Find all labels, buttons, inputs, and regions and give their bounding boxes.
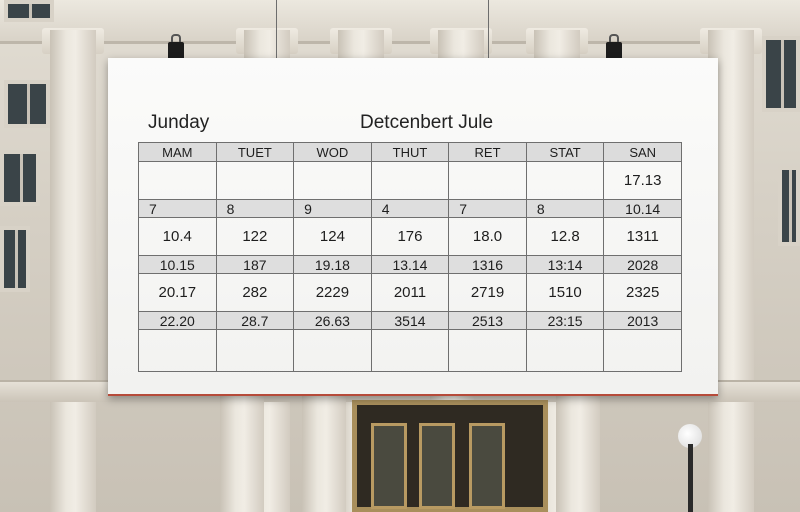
weekday-header: SAN [603, 142, 682, 162]
calendar-cell [448, 161, 527, 200]
window-left-middle [0, 150, 40, 206]
calendar-cell: 9 [293, 199, 372, 218]
door-pane [371, 423, 407, 509]
calendar-row: 17.13 [138, 161, 682, 200]
calendar-cell: 2719 [448, 273, 527, 312]
weekday-header-row: MAM TUET WOD THUT RET STAT SAN [138, 142, 682, 162]
column [50, 30, 96, 512]
entrance-door [352, 400, 548, 512]
door-pane [419, 423, 455, 509]
calendar-cell [603, 329, 682, 372]
calendar-cell: 7 [138, 199, 217, 218]
calendar-cell: 2013 [603, 311, 682, 330]
weekday-header: TUET [215, 142, 295, 162]
hanging-wire [488, 0, 489, 60]
calendar-row: 10.4 122 124 176 18.0 12.8 1311 [138, 217, 682, 256]
weekday-header: WOD [293, 142, 372, 162]
calendar-cell: 2229 [293, 273, 372, 312]
calendar-title-right: Detcenbert Jule [360, 112, 494, 133]
calendar-board: Junday Detcenbert Jule MAM TUET WOD THUT… [108, 58, 718, 396]
calendar-cell: 12.8 [525, 217, 605, 256]
calendar-cell: 20.17 [138, 273, 217, 312]
calendar-row [138, 329, 682, 372]
weekday-header: RET [448, 142, 527, 162]
calendar-cell [525, 329, 605, 372]
calendar-cell: 10.15 [138, 255, 217, 274]
calendar-cell: 1311 [603, 217, 682, 256]
clip-wire [609, 34, 619, 46]
calendar-cell: 13.14 [370, 255, 450, 274]
calendar-row: 20.17 282 2229 2011 2719 1510 2325 [138, 273, 682, 312]
calendar-cell: 26.63 [293, 311, 372, 330]
weekday-header: STAT [525, 142, 605, 162]
calendar-row: 10.15 187 19.18 13.14 1316 13:14 2028 [138, 255, 682, 274]
calendar-cell [448, 329, 527, 372]
calendar-cell: 2513 [448, 311, 527, 330]
calendar-cell: 19.18 [293, 255, 372, 274]
calendar-grid: MAM TUET WOD THUT RET STAT SAN 17.13 7 [138, 142, 682, 372]
calendar-cell: 28.7 [215, 311, 295, 330]
calendar-cell [293, 329, 372, 372]
calendar-cell: 1316 [448, 255, 527, 274]
lower-column [556, 396, 600, 512]
calendar-cell: 1510 [525, 273, 605, 312]
calendar-cell [138, 161, 217, 200]
calendar-row: 22.20 28.7 26.63 3514 2513 23:15 2013 [138, 311, 682, 330]
calendar-cell: 122 [215, 217, 295, 256]
calendar-cell: 8 [525, 199, 605, 218]
calendar-title-left: Junday [148, 112, 210, 133]
calendar-cell [138, 329, 217, 372]
window-left-top [4, 0, 54, 22]
calendar-cell: 187 [215, 255, 295, 274]
street-lamp-post [688, 444, 693, 512]
calendar-row: 7 8 9 4 7 8 10.14 [138, 199, 682, 218]
calendar-cell [293, 161, 372, 200]
calendar-cell [370, 161, 450, 200]
calendar-cell: 8 [215, 199, 295, 218]
clip-wire [171, 34, 181, 46]
window-left-upper [4, 80, 50, 128]
calendar-cell: 282 [215, 273, 295, 312]
calendar-cell: 124 [293, 217, 372, 256]
window-left-lower [0, 226, 30, 292]
calendar-cell: 10.4 [138, 217, 217, 256]
calendar-cell: 4 [370, 199, 450, 218]
calendar-cell [370, 329, 450, 372]
calendar-cell: 2028 [603, 255, 682, 274]
top-cornice [0, 0, 800, 44]
calendar-cell: 22.20 [138, 311, 217, 330]
calendar-cell: 2325 [603, 273, 682, 312]
door-pane [469, 423, 505, 509]
calendar-cell [215, 329, 295, 372]
lower-column [220, 396, 264, 512]
calendar-cell: 10.14 [603, 199, 682, 218]
calendar-cell: 23:15 [525, 311, 605, 330]
calendar-cell: 176 [370, 217, 450, 256]
calendar-cell [215, 161, 295, 200]
calendar-cell: 17.13 [603, 161, 682, 200]
weekday-header: THUT [370, 142, 450, 162]
window-right-upper [762, 36, 800, 112]
calendar-cell: 18.0 [448, 217, 527, 256]
calendar-cell: 13:14 [525, 255, 605, 274]
calendar-cell: 7 [448, 199, 527, 218]
lower-column [302, 396, 346, 512]
hanging-wire [276, 0, 277, 60]
calendar-cell: 2011 [370, 273, 450, 312]
calendar-cell: 3514 [370, 311, 450, 330]
window-right-lower [778, 166, 800, 246]
calendar-cell [525, 161, 605, 200]
weekday-header: MAM [138, 142, 217, 162]
